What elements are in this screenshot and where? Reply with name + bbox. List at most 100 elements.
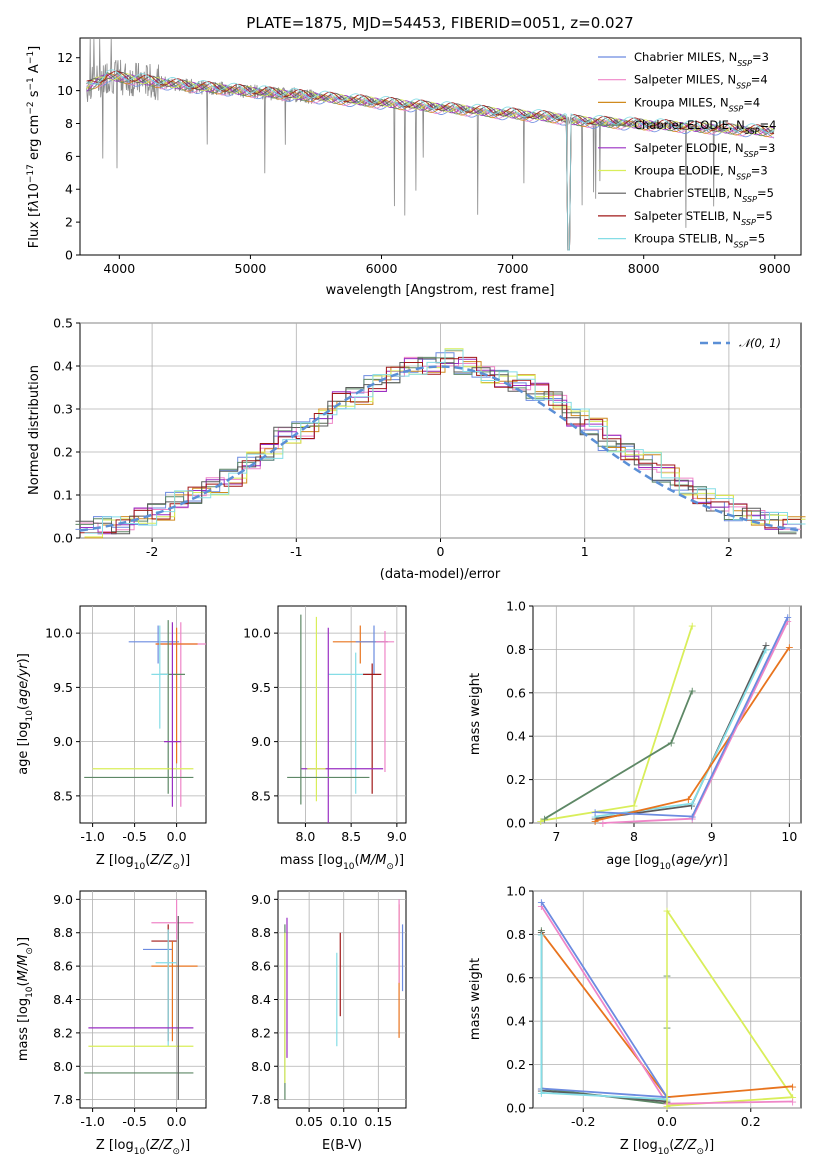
mass-weight-line [540, 934, 668, 1101]
y-tick-label: 8.8 [251, 925, 271, 940]
mass-weight-marker: + [667, 737, 676, 750]
y-tick-label: 0.2 [506, 772, 526, 787]
residual-histogram-step [75, 358, 797, 535]
age-vs-z-xlabel: Z [log10(Z/Z⊙)] [96, 853, 190, 872]
gaussian-curve [79, 365, 802, 532]
x-tick-label: 0.0 [167, 829, 187, 844]
y-tick-label: 2 [65, 215, 73, 230]
y-tick-label: 0.0 [506, 816, 526, 831]
y-tick-label: 8.2 [53, 1025, 73, 1040]
weight-vs-z-ylabel: mass weight [468, 958, 483, 1040]
x-tick-label: 5000 [235, 261, 267, 276]
x-tick-label: -0.5 [122, 1114, 146, 1129]
y-tick-label: 8.8 [53, 925, 73, 940]
residual-histogram-step [84, 350, 806, 539]
y-tick-label: 8.5 [53, 788, 73, 803]
legend-label: Chabrier MILES, NSSP=3 [634, 50, 769, 68]
age-vs-mass-frame [277, 605, 407, 824]
y-tick-label: 8.6 [251, 959, 271, 974]
mass-weight-line [594, 644, 767, 820]
x-tick-label: -1.0 [80, 829, 104, 844]
y-tick-label: 8.2 [251, 1025, 271, 1040]
y-tick-label: 0.8 [506, 927, 526, 942]
mass-weight-marker: + [591, 810, 600, 823]
x-tick-label: 6000 [366, 261, 398, 276]
x-tick-label: 0.05 [295, 1114, 323, 1129]
y-tick-label: 0.4 [506, 1014, 526, 1029]
x-tick-label: 9 [708, 829, 716, 844]
x-tick-label: 0.15 [364, 1114, 392, 1129]
mass-weight-line [540, 625, 694, 822]
weight-vs-age-xlabel: age [log10(age/yr)] [606, 853, 728, 872]
y-tick-label: 0.2 [53, 445, 73, 460]
y-tick-label: 0.6 [506, 685, 526, 700]
mass-weight-marker: + [783, 611, 792, 624]
x-tick-label: 7 [552, 829, 560, 844]
y-tick-label: 0.0 [53, 531, 73, 546]
y-tick-label: 7.8 [53, 1092, 73, 1107]
mass-weight-marker: + [684, 793, 693, 806]
weight-vs-age-panel: 7 8 9 100.00.20.40.60.81.0++++++++++++++++ +… [468, 599, 802, 872]
x-tick-label: 9.0 [387, 829, 407, 844]
mass-weight-marker: + [788, 1095, 797, 1108]
y-tick-label: 8.0 [251, 1059, 271, 1074]
y-tick-label: 1.0 [506, 884, 526, 899]
mass-weight-marker: + [687, 800, 696, 813]
y-tick-label: 9.0 [53, 734, 73, 749]
model-spectrum-line [86, 69, 775, 251]
mass-vs-z-panel: -1.0 -0.5 0.0 7.8 8.0 8.2 8.4 8.6 8.8 9.0 Z [log1… [16, 890, 207, 1157]
y-tick-label: 10.0 [45, 626, 73, 641]
y-tick-label: 8 [65, 116, 73, 131]
y-tick-label: 7.8 [251, 1092, 271, 1107]
y-tick-label: 9.5 [53, 680, 73, 695]
mass-weight-marker: + [761, 643, 770, 656]
y-tick-label: 8.4 [53, 992, 73, 1007]
mass-weight-marker: + [536, 815, 545, 828]
y-tick-label: 0.5 [53, 316, 73, 331]
x-tick-label: 8 [630, 829, 638, 844]
y-tick-label: 0.8 [506, 642, 526, 657]
mass-weight-line [666, 909, 795, 1107]
y-tick-label: 0 [65, 248, 73, 263]
mass-weight-marker: + [788, 1091, 797, 1104]
x-tick-label: 1 [581, 544, 589, 559]
x-tick-label: -1 [290, 544, 302, 559]
model-spectrum-line [86, 75, 775, 251]
y-tick-label: 4 [65, 182, 73, 197]
y-tick-label: 8.0 [53, 1059, 73, 1074]
mass-weight-marker: + [788, 1080, 797, 1093]
y-tick-label: 9.0 [251, 734, 271, 749]
y-tick-label: 9.0 [53, 892, 73, 907]
mass-weight-marker: + [688, 813, 697, 826]
spectrum-legend: Chabrier MILES, NSSP=3 Salpeter MILES, NS… [598, 50, 776, 249]
mass-weight-marker: + [537, 900, 546, 913]
y-tick-label: 0.3 [53, 402, 73, 417]
mass-weight-marker: + [629, 800, 638, 813]
mass-weight-marker: + [688, 810, 697, 823]
model-spectrum-line [86, 70, 775, 251]
legend-label: Chabrier ELODIE, NSSP=4 [634, 118, 776, 136]
figure-title: PLATE=1875, MJD=54453, FIBERID=0051, z=0… [246, 14, 633, 32]
mass-weight-marker: + [540, 813, 549, 826]
spectrum-xlabel: wavelength [Angstrom, rest frame] [326, 283, 555, 298]
y-tick-label: 9.0 [251, 892, 271, 907]
age-vs-mass-panel: 8.0 8.5 9.0 8.5 9.0 9.5 10.0 mass [log10(M/M⊙)… [243, 605, 407, 872]
x-tick-label: 0.0 [657, 1114, 677, 1129]
mass-weight-line [540, 901, 669, 1099]
y-tick-label: 6 [65, 149, 73, 164]
mass-weight-marker: + [537, 926, 546, 939]
y-tick-label: 1.0 [506, 599, 526, 614]
mass-weight-marker: + [591, 806, 600, 819]
mass-vs-z-xlabel: Z [log10(Z/Z⊙)] [96, 1138, 190, 1157]
weight-vs-age-ylabel: mass weight [468, 673, 483, 755]
y-tick-label: 8.5 [251, 788, 271, 803]
x-tick-label: 8000 [628, 261, 660, 276]
x-tick-label: 9000 [759, 261, 791, 276]
y-tick-label: 8.6 [53, 959, 73, 974]
legend-label: Chabrier STELIB, NSSP=5 [634, 186, 774, 204]
age-vs-z-panel: -1.0 -0.5 0.0 8.5 9.0 9.5 10.0 Z [log10(Z/Z⊙)]… [16, 605, 207, 872]
weight-vs-z-panel: -0.2 0.0 0.20.00.20.40.60.81.0++++++++++++… [468, 884, 802, 1157]
mass-weight-marker: + [761, 639, 770, 652]
residual-histogram-step [84, 348, 806, 538]
y-tick-label: 0.4 [53, 359, 73, 374]
